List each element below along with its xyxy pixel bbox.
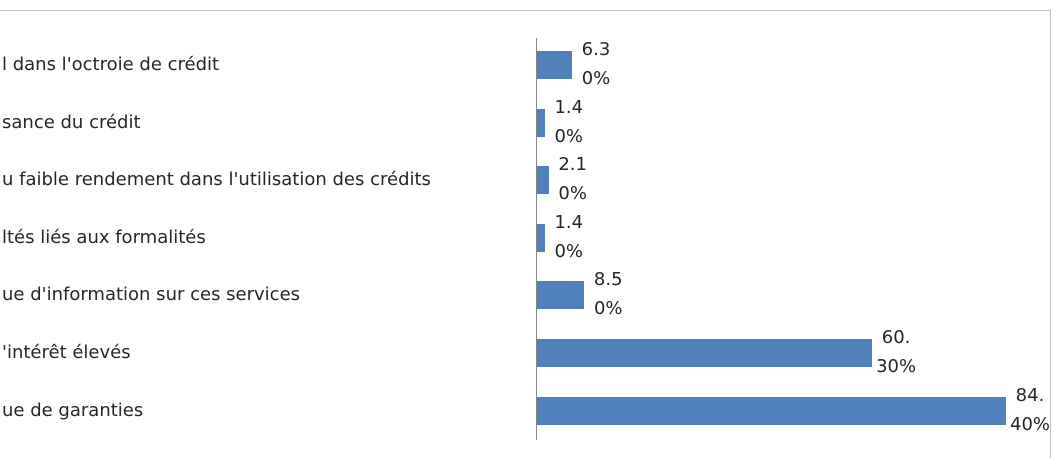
category-label: ue d'information sur ces services: [2, 284, 301, 306]
bar: [537, 223, 545, 252]
category-label: u faible rendement dans l'utilisation de…: [2, 169, 431, 191]
value-label: 6.30%: [581, 39, 611, 89]
frame: [1050, 10, 1051, 458]
bar: [537, 396, 1006, 425]
value-label: 8.50%: [593, 269, 623, 320]
category-label: 'intérêt élevés: [2, 342, 131, 363]
category-label: ue de garanties: [2, 399, 144, 421]
frame: [0, 10, 1050, 11]
value-label: 84.40%: [1010, 384, 1051, 435]
category-label: l dans l'octroie de crédit: [2, 54, 220, 75]
value-label: 1.40%: [554, 211, 584, 262]
value-label: 1.40%: [554, 96, 584, 147]
axis-line: [536, 38, 537, 440]
bar: [537, 51, 572, 79]
category-label: ltés liés aux formalités: [2, 226, 206, 248]
value-label: 2.10%: [558, 154, 587, 205]
value-label: 60.30%: [876, 327, 917, 377]
bar: [537, 166, 549, 195]
bar: [537, 281, 585, 310]
bar: [537, 339, 873, 367]
bar: [537, 108, 545, 137]
category-label: sance du crédit: [2, 111, 141, 133]
